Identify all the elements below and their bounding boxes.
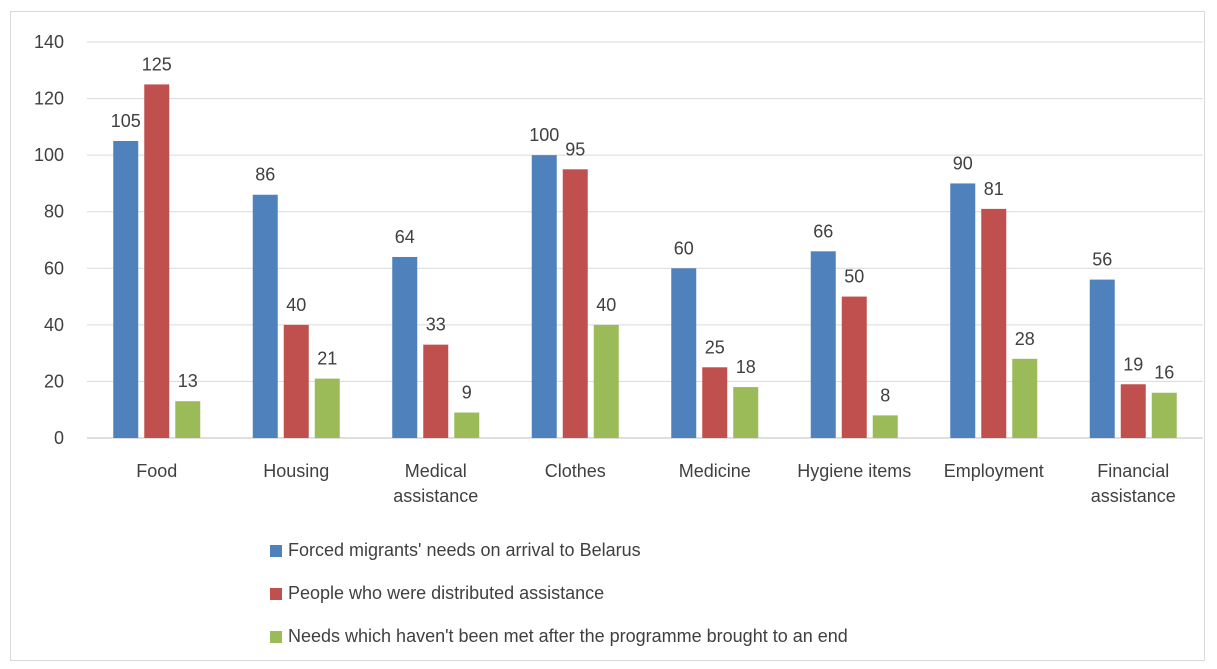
data-label: 28 xyxy=(1015,329,1035,349)
data-label: 105 xyxy=(111,111,141,131)
bar-2-5 xyxy=(702,367,728,438)
y-tick-label: 120 xyxy=(34,89,64,109)
x-tick-label: Clothes xyxy=(545,461,606,481)
data-label: 21 xyxy=(317,349,337,369)
data-label: 95 xyxy=(565,139,585,159)
x-tick-label-line: Financial xyxy=(1097,461,1169,481)
data-label: 19 xyxy=(1123,354,1143,374)
bar-1-2 xyxy=(252,194,278,438)
x-tick-label-line: assistance xyxy=(1091,486,1176,506)
bar-3-3 xyxy=(454,412,480,438)
x-tick-label-line: Medical xyxy=(405,461,467,481)
legend-swatch-series-1 xyxy=(270,544,282,557)
data-label: 60 xyxy=(674,238,694,258)
legend-label-series-3: Needs which haven't been met after the p… xyxy=(288,626,848,646)
data-label: 13 xyxy=(178,371,198,391)
y-tick-label: 80 xyxy=(44,202,64,222)
bar-2-6 xyxy=(841,296,867,438)
legend-item-series-2: People who were distributed assistance xyxy=(270,583,848,604)
bar-3-2 xyxy=(314,378,340,438)
data-label: 40 xyxy=(286,295,306,315)
y-tick-label: 140 xyxy=(34,32,64,52)
legend-label-series-2: People who were distributed assistance xyxy=(288,583,605,603)
x-tick-label: Medicine xyxy=(679,461,751,481)
data-labels: 105 125 13 86 40 21 64 33 9 100 95 40 60 25 18 66 50 8 90 8… xyxy=(111,54,1175,405)
bar-3-5 xyxy=(733,387,759,438)
data-label: 18 xyxy=(736,357,756,377)
data-label: 16 xyxy=(1154,363,1174,383)
x-tick-label: Medical assistance xyxy=(393,461,478,506)
x-tick-label: Housing xyxy=(263,461,329,481)
y-tick-label: 20 xyxy=(44,371,64,391)
data-label: 40 xyxy=(596,295,616,315)
bar-1-5 xyxy=(671,268,697,438)
bar-1-4 xyxy=(531,155,557,438)
legend-item-series-1: Forced migrants' needs on arrival to Bel… xyxy=(270,540,848,561)
bar-1-8 xyxy=(1089,279,1115,438)
data-label: 86 xyxy=(255,165,275,185)
legend-item-series-3: Needs which haven't been met after the p… xyxy=(270,626,848,647)
data-label: 90 xyxy=(953,153,973,173)
bar-3-7 xyxy=(1012,358,1038,438)
bar-3-8 xyxy=(1151,392,1177,438)
data-label: 25 xyxy=(705,337,725,357)
bar-1-3 xyxy=(392,256,418,438)
y-tick-label: 0 xyxy=(54,428,64,448)
x-tick-label-line: assistance xyxy=(393,486,478,506)
data-label: 50 xyxy=(844,267,864,287)
data-label: 125 xyxy=(142,54,172,74)
data-label: 81 xyxy=(984,179,1004,199)
bar-1-7 xyxy=(950,183,976,438)
bar-1-1 xyxy=(113,141,139,438)
data-label: 8 xyxy=(880,385,890,405)
legend-swatch-series-3 xyxy=(270,630,282,643)
x-tick-label: Food xyxy=(136,461,177,481)
bar-2-4 xyxy=(562,169,588,439)
data-label: 9 xyxy=(462,383,472,403)
bar-3-4 xyxy=(593,324,619,438)
bar-2-2 xyxy=(283,324,309,438)
x-tick-label: Employment xyxy=(944,461,1044,481)
x-tick-label: Hygiene items xyxy=(797,461,911,481)
bar-1-6 xyxy=(810,251,836,438)
bar-2-8 xyxy=(1120,384,1146,438)
bar-3-1 xyxy=(175,401,201,438)
bars xyxy=(113,84,1177,439)
bar-2-3 xyxy=(423,344,449,438)
data-label: 100 xyxy=(529,125,559,145)
y-axis-tick-labels: 0 20 40 60 80 100 120 140 xyxy=(34,32,64,448)
x-tick-label: Financial assistance xyxy=(1091,461,1176,506)
y-tick-label: 40 xyxy=(44,315,64,335)
data-label: 66 xyxy=(813,221,833,241)
bar-3-6 xyxy=(872,415,898,438)
legend-label-series-1: Forced migrants' needs on arrival to Bel… xyxy=(288,540,641,560)
y-tick-label: 60 xyxy=(44,258,64,278)
legend: Forced migrants' needs on arrival to Bel… xyxy=(270,540,848,669)
bar-2-7 xyxy=(981,208,1007,438)
bar-2-1 xyxy=(144,84,170,438)
data-label: 56 xyxy=(1092,250,1112,270)
data-label: 64 xyxy=(395,227,415,247)
y-tick-label: 100 xyxy=(34,145,64,165)
legend-swatch-series-2 xyxy=(270,587,282,600)
x-axis-tick-labels: Food Housing Medical assistance Clothes Medic… xyxy=(136,461,1176,506)
data-label: 33 xyxy=(426,315,446,335)
